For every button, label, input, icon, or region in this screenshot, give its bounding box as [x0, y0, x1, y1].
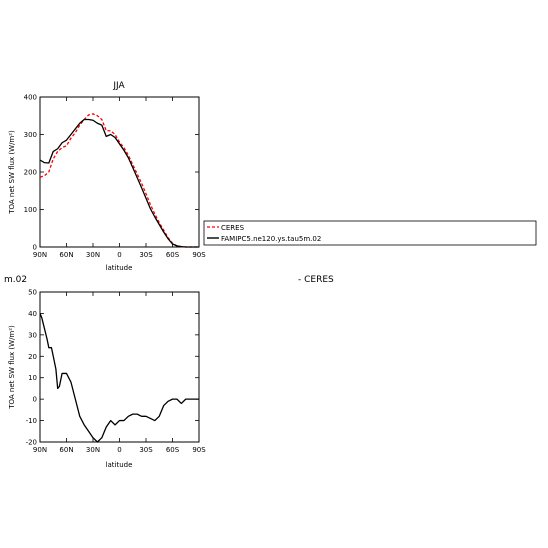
top-y-tick-label: 0 [33, 244, 37, 252]
bottom-plot-frame [39, 291, 200, 443]
top-x-tick-label: 90N [33, 251, 47, 259]
top-panel: JJA 90N 60N 30N 0 30S 60S 90S 0 100 200 300 400 lat… [8, 81, 206, 272]
top-y-tick-label: 200 [24, 169, 37, 177]
bottom-x-tick-label: 60N [59, 446, 73, 454]
bottom-y-tick-label: 10 [28, 374, 37, 382]
bottom-x-tick-label: 30N [86, 446, 100, 454]
bottom-x-tick-label: 90S [192, 446, 206, 454]
bottom-y-tick-label: 40 [28, 310, 37, 318]
bottom-y-tick-label: 30 [28, 331, 37, 339]
top-x-tick-label: 30N [86, 251, 100, 259]
bottom-series-layer [39, 313, 199, 443]
bottom-series-line-0 [39, 313, 199, 443]
top-x-tick-label: 60N [59, 251, 73, 259]
legend-label-famipc5: FAMIPC5.ne120.ys.tau5m.02 [221, 235, 321, 243]
top-y-axis-label: TOA net SW flux (W/m²) [8, 130, 16, 215]
bottom-panel: m.02 - CERES 90N 60N 30N 0 30S 60S 90S -20 -10 0 1… [4, 275, 334, 469]
top-x-tick-label: 90S [192, 251, 206, 259]
bottom-y-tick-label: 20 [28, 353, 37, 361]
top-x-tick-label: 60S [166, 251, 180, 259]
bottom-panel-title: m.02 [4, 275, 27, 285]
bottom-y-tick-label: 0 [33, 396, 37, 404]
top-y-tick-label: 400 [24, 94, 37, 102]
legend-box [203, 220, 537, 246]
bottom-x-tick-label: 60S [166, 446, 180, 454]
top-y-tick-label: 300 [24, 131, 37, 139]
top-series-line-0 [39, 113, 199, 248]
legend-label-ceres: CERES [221, 224, 245, 232]
top-x-tick-label: 30S [139, 251, 153, 259]
bottom-y-tick-label: 50 [28, 289, 37, 297]
top-plot-frame [39, 96, 200, 248]
bottom-x-tick-label: 0 [117, 446, 121, 454]
top-x-axis-label: latitude [106, 264, 133, 272]
bottom-x-tick-label: 90N [33, 446, 47, 454]
bottom-y-tick-label: -20 [26, 439, 37, 447]
top-panel-title: JJA [112, 81, 125, 91]
bottom-x-axis-label: latitude [106, 461, 133, 469]
bottom-axis-ticks: 90N 60N 30N 0 30S 60S 90S -20 -10 0 10 20 30 40 50 [26, 289, 207, 455]
top-x-tick-label: 0 [117, 251, 121, 259]
top-series-line-1 [39, 118, 199, 248]
top-series-layer [39, 113, 199, 248]
bottom-y-tick-label: -10 [26, 417, 37, 425]
bottom-x-tick-label: 30S [139, 446, 153, 454]
top-axis-ticks: 90N 60N 30N 0 30S 60S 90S 0 100 200 300 400 [24, 94, 207, 260]
bottom-y-axis-label: TOA net SW flux (W/m²) [8, 325, 16, 410]
legend: CERES FAMIPC5.ne120.ys.tau5m.02 [203, 220, 537, 246]
top-y-tick-label: 100 [24, 206, 37, 214]
bottom-panel-secondary-title: - CERES [298, 275, 334, 285]
